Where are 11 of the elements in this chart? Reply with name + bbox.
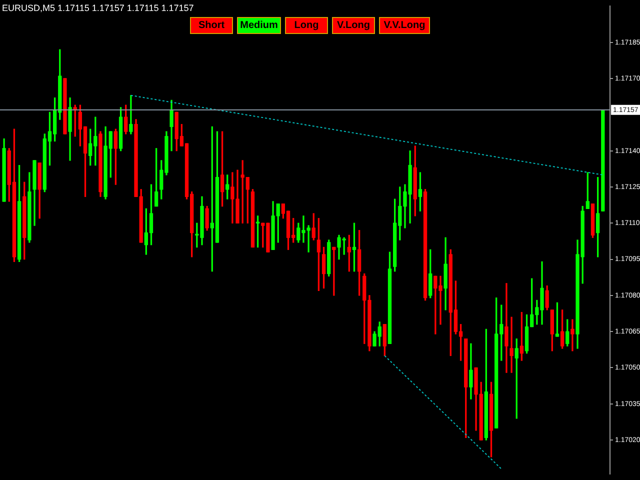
annotation: Long [285, 17, 328, 34]
candlestick [570, 319, 574, 352]
candlestick [332, 246, 336, 296]
annotation: V.Long [332, 17, 375, 34]
candlestick [510, 316, 514, 373]
candlestick [129, 95, 133, 134]
candlestick [504, 283, 508, 373]
annotation: Short [190, 17, 233, 34]
chart-title: EURUSD,M5 1.17115 1.17157 1.17115 1.17157 [2, 3, 194, 13]
annotation: Medium [237, 17, 281, 34]
annotation: V.V.Long [379, 17, 430, 34]
